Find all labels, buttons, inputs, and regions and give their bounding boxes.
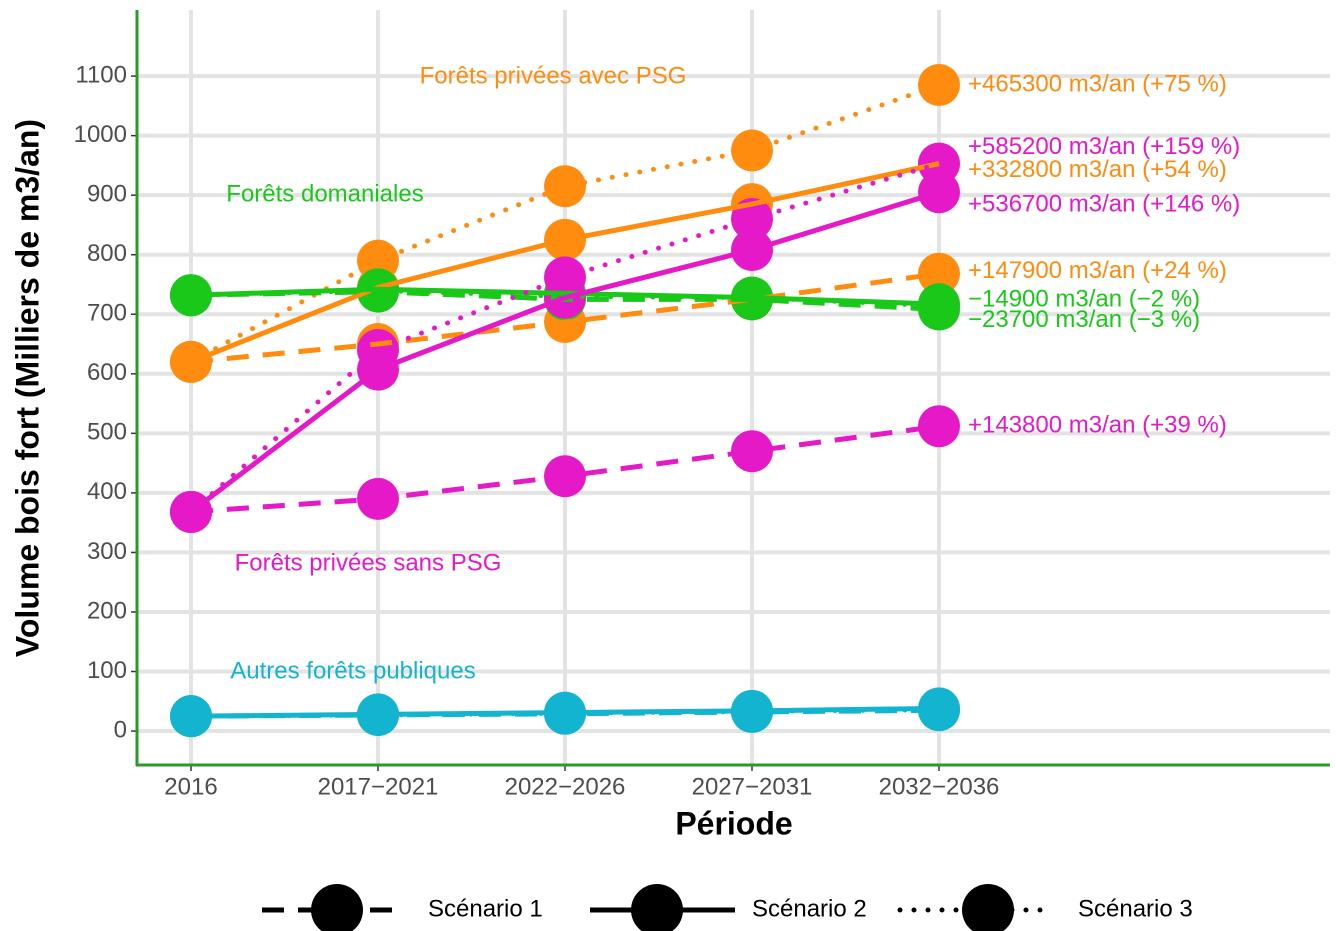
point <box>544 165 586 208</box>
y-tick-label: 500 <box>87 419 127 446</box>
series-line <box>190 271 940 365</box>
point <box>918 284 960 327</box>
group-label: Autres forêts publiques <box>230 657 475 684</box>
y-tick-label: 0 <box>114 716 127 743</box>
end-label: +585200 m3/an (+159 %) <box>968 133 1240 160</box>
series-line <box>188 707 942 719</box>
point <box>918 405 960 448</box>
y-axis-title: Volume bois fort (Milliers de m3/an) <box>9 119 45 657</box>
y-tick-label: 700 <box>87 300 127 327</box>
legend-label: Scénario 1 <box>428 895 543 922</box>
y-tick-label: 1000 <box>74 121 127 148</box>
point <box>731 430 773 473</box>
end-label: +143800 m3/an (+39 %) <box>968 412 1227 439</box>
end-label: +536700 m3/an (+146 %) <box>968 191 1240 218</box>
end-label: +465300 m3/an (+75 %) <box>968 70 1227 97</box>
end-label: −14900 m3/an (−2 %) <box>968 285 1200 312</box>
series-line <box>190 161 940 365</box>
series-line <box>188 287 942 309</box>
grid <box>137 10 1330 765</box>
point <box>918 64 960 107</box>
end-label: −23700 m3/an (−3 %) <box>968 306 1200 333</box>
y-tick-label: 900 <box>87 181 127 208</box>
series-line <box>190 423 940 515</box>
x-tick-label: 2017−2021 <box>318 773 439 800</box>
legend-point <box>631 884 683 931</box>
series-line <box>189 189 940 514</box>
point <box>357 328 399 371</box>
legend-label: Scénario 2 <box>752 895 867 922</box>
x-axis-title: Période <box>675 805 792 841</box>
series-line <box>188 161 942 515</box>
y-tick-label: 800 <box>87 240 127 267</box>
point <box>918 252 960 295</box>
y-tick-label: 100 <box>87 657 127 684</box>
legend-point <box>311 884 363 931</box>
y-tick-label: 1100 <box>75 61 127 88</box>
x-tick-label: 2022−2026 <box>505 773 626 800</box>
x-tick-label: 2016 <box>164 773 217 800</box>
y-tick-label: 200 <box>87 597 127 624</box>
legend-label: Scénario 3 <box>1078 895 1193 922</box>
x-tick-label: 2027−2031 <box>692 773 813 800</box>
y-tick-label: 600 <box>87 359 127 386</box>
y-tick-label: 400 <box>87 478 127 505</box>
x-tick-label: 2032−2036 <box>879 773 1000 800</box>
group-label: Forêts privées sans PSG <box>235 549 502 576</box>
end-label: +147900 m3/an (+24 %) <box>968 257 1227 284</box>
legend-point <box>962 884 1014 931</box>
group-label: Forêts privées avec PSG <box>420 62 687 89</box>
y-tick-label: 300 <box>87 538 127 565</box>
group-label: Forêts domaniales <box>226 180 423 207</box>
end-label: +332800 m3/an (+54 %) <box>968 156 1227 183</box>
